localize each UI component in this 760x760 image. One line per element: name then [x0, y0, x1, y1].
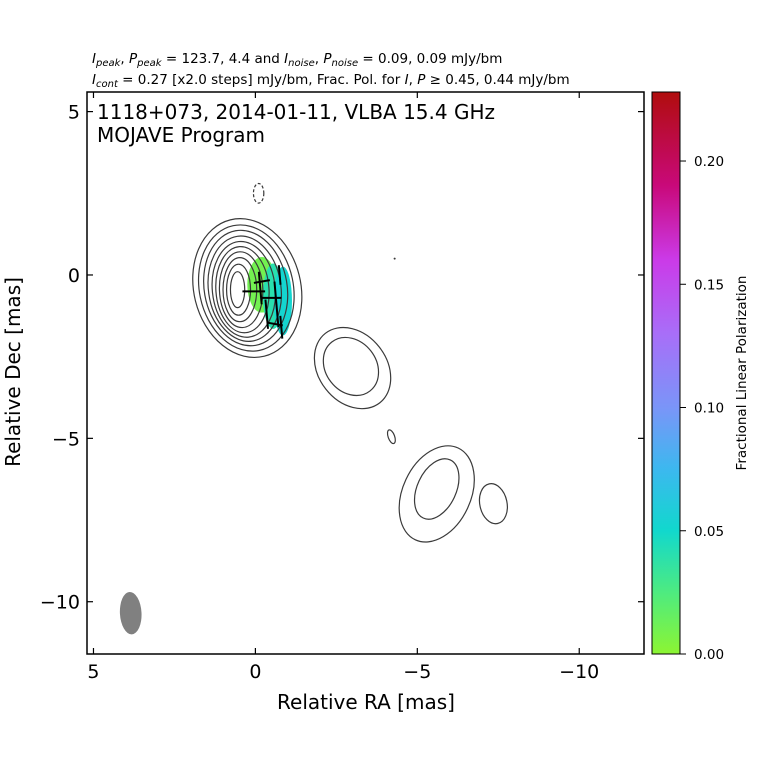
- evpa-tick-3: [257, 271, 263, 305]
- contour-c-core-10: [229, 271, 246, 309]
- inset-title-line-2: MOJAVE Program: [97, 123, 265, 147]
- evpa-tick-4: [264, 299, 269, 329]
- contour-c-core-2: [197, 224, 295, 352]
- header-line-2: Icont = 0.27 [x2.0 steps] mJy/bm, Frac. …: [92, 72, 570, 90]
- plot-frame: [86, 91, 645, 655]
- colorbar: [651, 91, 681, 655]
- colorbar-tick-label-1: 0.05: [694, 524, 724, 540]
- inset-title-line-1: 1118+073, 2014-01-11, VLBA 15.4 GHz: [97, 100, 495, 124]
- evpa-tick-2: [253, 279, 271, 284]
- x-tick-label-2: −5: [403, 661, 431, 683]
- header-line-1: Ipeak, Ppeak = 123.7, 4.4 and Inoise, Pn…: [92, 51, 502, 69]
- y-tick-label-3: −10: [40, 592, 80, 614]
- plot-layer: [119, 182, 508, 635]
- contour-c-core-9: [225, 263, 252, 316]
- beam-ellipse: [119, 591, 142, 635]
- y-tick-label-2: −5: [52, 428, 80, 450]
- evpa-tick-8: [266, 321, 283, 327]
- y-tick-label-0: 5: [68, 102, 80, 124]
- negative-contour-c-neg-1: [252, 182, 265, 204]
- x-tick-label-1: 0: [249, 661, 261, 683]
- contour-c-jet2-outer: [398, 445, 475, 543]
- colorbar-tick-label-2: 0.10: [694, 401, 724, 417]
- contour-c-blob-small: [386, 429, 396, 445]
- x-tick-label-0: 5: [87, 661, 99, 683]
- contour-c-jet1-inner: [322, 336, 380, 397]
- dot-noise: [393, 257, 396, 260]
- contour-c-jet3: [478, 483, 508, 525]
- colorbar-tick-label-0: 0.00: [694, 647, 724, 663]
- colorbar-label: Fractional Linear Polarization: [734, 276, 750, 471]
- evpa-tick-5: [273, 281, 280, 328]
- evpa-tick-6: [277, 265, 282, 285]
- colorbar-tick-label-3: 0.15: [694, 277, 724, 293]
- colorbar-ticks: 0.00 0.05 0.10 0.15 0.20: [680, 154, 724, 663]
- y-axis-label: Relative Dec [mas]: [1, 277, 25, 467]
- contour-c-jet2-inner: [413, 458, 460, 520]
- y-tick-label-1: 0: [68, 265, 80, 287]
- contour-c-core-7: [218, 251, 264, 329]
- axis-ticks: 5 0 −5 −10 5 0 −5 −10: [40, 92, 644, 683]
- evpa-tick-7: [279, 315, 284, 339]
- contour-c-core-8: [222, 257, 258, 323]
- contour-c-core-3: [203, 229, 289, 347]
- contour-c-core-6: [215, 246, 270, 334]
- x-tick-label-3: −10: [559, 661, 599, 683]
- contour-c-jet1-outer: [313, 326, 392, 410]
- colorbar-tick-label-4: 0.20: [694, 154, 724, 170]
- x-axis-label: Relative RA [mas]: [277, 690, 455, 714]
- plot-area: [87, 92, 644, 654]
- contour-c-core-1: [192, 218, 303, 359]
